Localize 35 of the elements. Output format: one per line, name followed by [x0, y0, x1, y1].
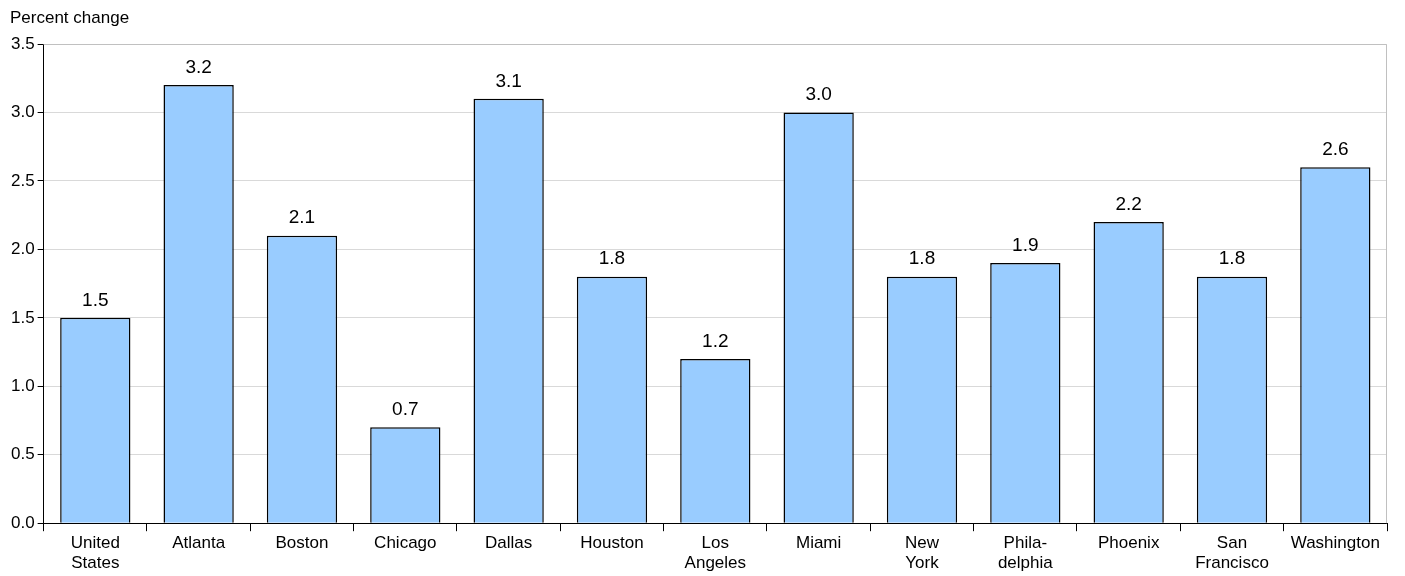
y-tick-label: 2.5 [10, 170, 35, 190]
data-label: 1.2 [702, 329, 729, 351]
data-label: 3.2 [185, 55, 212, 77]
y-axis-title: Percent change [10, 8, 130, 28]
y-tick-label: 3.5 [10, 33, 35, 53]
x-tick-label: Atlanta [172, 533, 226, 553]
y-tick-label: 1.0 [10, 375, 35, 395]
y-tick-label: 0.0 [10, 512, 35, 532]
data-label: 2.2 [1115, 192, 1142, 214]
x-tick-label: New York [904, 533, 940, 573]
y-tick-label: 1.5 [10, 307, 35, 327]
data-label: 2.1 [288, 206, 316, 228]
data-label: 1.8 [1218, 247, 1246, 269]
x-tick-label: Houston [580, 533, 644, 553]
x-tick-label: Chicago [374, 533, 437, 553]
x-tick-label: Phoenix [1097, 533, 1160, 553]
y-tick-label: 0.5 [10, 444, 35, 464]
data-label: 1.8 [908, 247, 936, 269]
x-tick-label: Los Angeles [684, 533, 747, 573]
data-label: 1.5 [82, 288, 109, 310]
y-tick-label: 3.0 [10, 102, 35, 122]
data-label: 2.6 [1322, 137, 1349, 159]
x-tick-label: Miami [795, 533, 842, 553]
data-label: 1.9 [1012, 233, 1039, 255]
y-tick-label: 2.0 [10, 239, 35, 259]
x-tick-label: Dallas [485, 533, 533, 553]
data-label: 3.0 [805, 83, 832, 105]
x-tick-label: San Francisco [1195, 533, 1269, 573]
data-label: 1.8 [598, 247, 626, 269]
data-label: 0.7 [392, 398, 419, 420]
data-label: 3.1 [495, 69, 522, 91]
x-tick-label: United States [70, 533, 120, 573]
x-tick-label: Boston [275, 533, 329, 553]
x-tick-label: Washington [1290, 533, 1380, 553]
x-tick-label: Phila-delphia [997, 533, 1054, 573]
